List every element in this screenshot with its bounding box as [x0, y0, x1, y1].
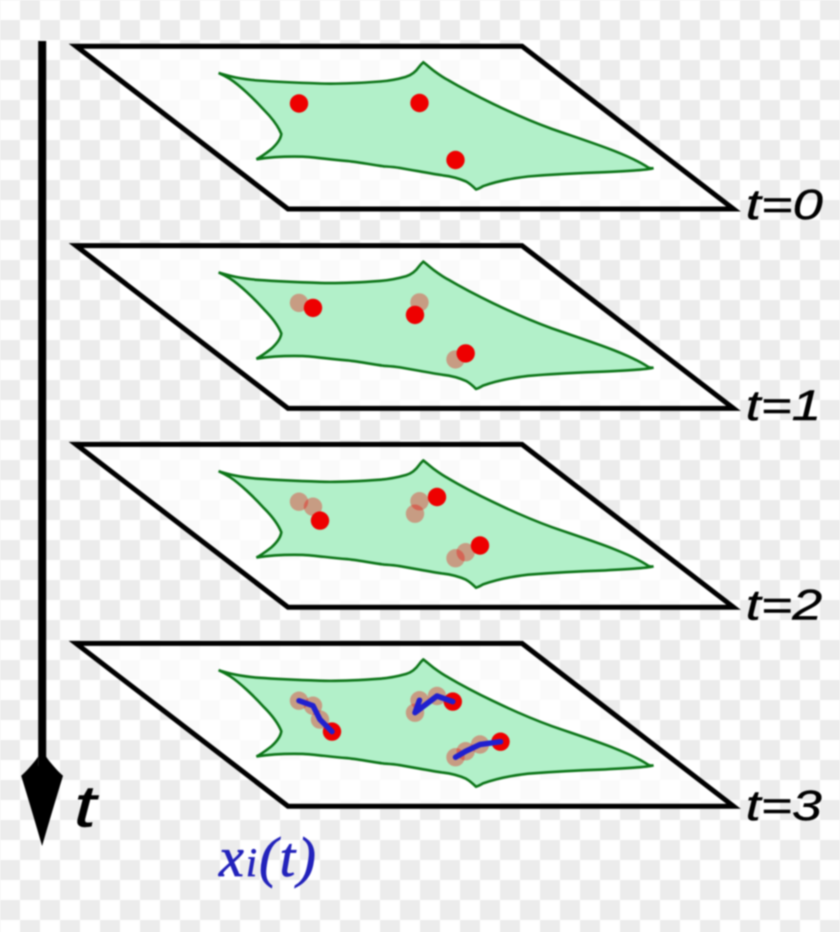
- svg-text:xi(t): xi(t): [218, 827, 318, 889]
- svg-text:t=0: t=0: [746, 181, 823, 229]
- svg-text:t=3: t=3: [746, 782, 822, 830]
- svg-text:t: t: [74, 775, 100, 840]
- svg-text:t=2: t=2: [746, 582, 823, 630]
- svg-text:t=1: t=1: [746, 382, 822, 430]
